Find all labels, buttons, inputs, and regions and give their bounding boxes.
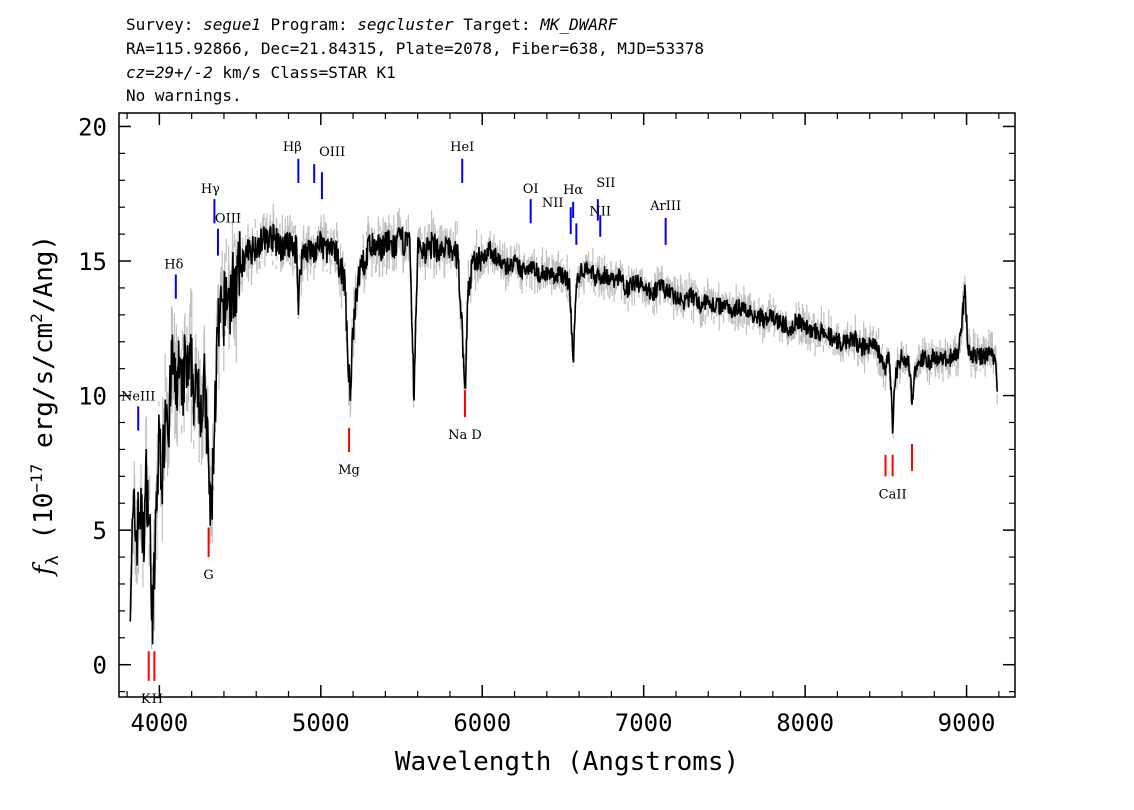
line-label: CaII (879, 487, 907, 502)
x-tick-label: 5000 (292, 709, 350, 737)
line-label: NII (589, 204, 611, 219)
y-tick-label: 5 (93, 517, 107, 545)
survey-label: Survey: (126, 15, 193, 34)
program-label: Program: (271, 15, 348, 34)
header-line-3: cz=29+/-2 km/s Class=STAR K1 (126, 63, 396, 82)
redshift-value: cz=29+/-2 (126, 63, 213, 82)
y-label-unit: erg/s/cm (29, 323, 59, 464)
x-tick-label: 6000 (453, 709, 511, 737)
target-value: MK_DWARF (539, 15, 617, 34)
y-tick-label: 10 (78, 383, 107, 411)
x-tick-label: 7000 (615, 709, 673, 737)
program-value: segcluster (357, 15, 454, 34)
line-label: K (141, 692, 151, 707)
x-tick-label: 8000 (776, 709, 834, 737)
header-line-2: RA=115.92866, Dec=21.84315, Plate=2078, … (126, 39, 704, 58)
line-label: Hβ (283, 140, 302, 155)
redshift-rest: km/s Class=STAR K1 (222, 63, 395, 82)
header-line-1: Survey: segue1 Program: segcluster Targe… (126, 15, 618, 34)
line-label: SII (596, 176, 615, 191)
line-label: NeIII (121, 389, 155, 404)
survey-value: segue1 (203, 15, 261, 34)
line-label: OI (523, 182, 539, 197)
y-tick-label: 15 (78, 248, 107, 276)
line-label: H (152, 692, 163, 707)
line-label: HeI (450, 140, 474, 155)
x-axis-label: Wavelength (Angstroms) (395, 747, 739, 777)
y-label-text: (10 (29, 493, 59, 556)
y-label-unit-exp: 2 (27, 313, 46, 323)
axis-ticks: 4000 5000 6000 7000 8000 9000 0 5 10 15 20 (78, 113, 1015, 737)
y-label-sub: λ (43, 555, 63, 565)
line-label: G (203, 568, 213, 583)
x-tick-label: 9000 (938, 709, 996, 737)
y-label-end: /Ang) (29, 235, 59, 313)
flux-series (129, 223, 998, 645)
line-label: Hα (563, 183, 583, 198)
target-label: Target: (463, 15, 530, 34)
line-label: Hδ (164, 257, 183, 272)
line-label: Na D (448, 428, 482, 443)
x-tick-label: 4000 (130, 709, 188, 737)
line-label: Hγ (201, 182, 220, 197)
plot-frame (118, 112, 1016, 698)
y-tick-label: 0 (93, 652, 107, 680)
line-label: NII (542, 196, 564, 211)
flux-line (129, 223, 998, 645)
y-label-exp: −17 (27, 464, 46, 493)
header-warnings: No warnings. (126, 86, 242, 105)
line-label: OIII (319, 145, 345, 160)
line-label: Mg (338, 463, 360, 478)
line-label: ArIII (649, 199, 681, 214)
line-label: OIII (215, 212, 241, 227)
error-band-path (129, 203, 998, 649)
y-axis-label: fλ (10−17 erg/s/cm2/Ang) (27, 235, 63, 577)
error-band (129, 203, 998, 649)
y-tick-label: 20 (78, 113, 107, 141)
